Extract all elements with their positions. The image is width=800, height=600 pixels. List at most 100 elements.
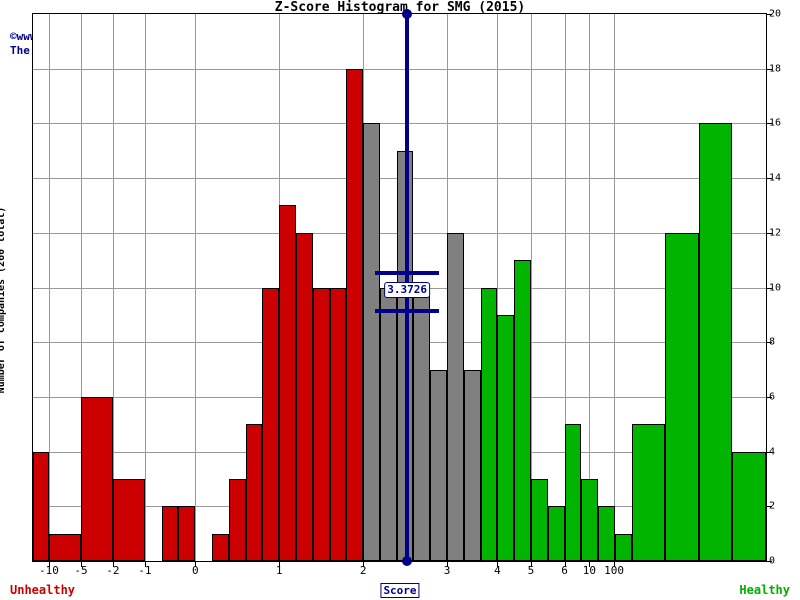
x-axis-tick-label: 100 <box>604 564 625 577</box>
histogram-bar <box>346 68 364 561</box>
y-axis-tick-label: 4 <box>769 446 776 458</box>
histogram-bar <box>33 451 49 561</box>
histogram-bar <box>732 451 766 561</box>
y-axis-tick-mark <box>767 178 772 180</box>
x-axis-tick-label: 10 <box>582 564 596 577</box>
y-axis-tick-mark <box>767 396 772 398</box>
histogram-bar <box>497 314 515 561</box>
histogram-bar <box>581 478 599 561</box>
marker-whisker-lower <box>375 309 440 314</box>
x-axis-tick-mark <box>589 562 591 567</box>
y-axis-tick-label: 8 <box>769 336 776 348</box>
healthy-label: Healthy <box>739 583 790 597</box>
histogram-bar <box>228 478 246 561</box>
histogram-bar <box>245 424 263 561</box>
x-axis-tick-label: 1 <box>275 564 283 577</box>
histogram-bar <box>463 369 481 561</box>
x-axis-tick-mark <box>279 562 281 567</box>
y-axis-tick-label: 0 <box>769 555 776 567</box>
x-axis-tick-label: -10 <box>39 564 59 577</box>
histogram-bar <box>480 287 498 561</box>
gridline-horizontal <box>33 123 766 125</box>
y-axis-tick-label: 12 <box>769 227 782 239</box>
x-axis-tick-mark <box>564 562 566 567</box>
y-axis-tick-mark <box>767 342 772 344</box>
histogram-bar <box>312 287 330 561</box>
y-axis-tick-label: 2 <box>769 500 776 512</box>
x-axis-tick-mark <box>112 562 114 567</box>
histogram-bar <box>262 287 280 561</box>
x-axis-tick-label: 6 <box>561 564 568 577</box>
y-axis-tick-label: 18 <box>769 63 782 75</box>
x-axis-tick-label: -1 <box>138 564 152 577</box>
gridline-vertical <box>564 14 566 561</box>
histogram-bar <box>178 506 196 561</box>
y-axis-label: Number of companies (260 total) <box>0 207 12 394</box>
gridline-vertical <box>195 14 197 561</box>
gridline-horizontal <box>33 68 766 70</box>
y-axis-tick-label: 14 <box>769 172 782 184</box>
x-axis-tick-mark <box>363 562 365 567</box>
histogram-bar <box>329 287 347 561</box>
x-axis-tick-mark <box>447 562 449 567</box>
y-axis-tick-mark <box>767 14 772 15</box>
x-axis-tick-label: -5 <box>74 564 88 577</box>
gridline-vertical <box>614 14 616 561</box>
x-axis-tick-label: -2 <box>106 564 120 577</box>
histogram-bar <box>530 478 548 561</box>
x-axis-tick-label: 2 <box>359 564 367 577</box>
histogram-bar <box>379 287 397 561</box>
histogram-bar <box>295 232 313 561</box>
marker-value-label: 3.3726 <box>384 282 430 299</box>
y-axis-tick-label: 10 <box>769 282 782 293</box>
x-axis-tick-mark <box>497 562 499 567</box>
y-axis-tick-mark <box>767 561 772 562</box>
histogram-bar <box>279 205 296 561</box>
y-axis-tick-label: 16 <box>769 117 782 129</box>
histogram-bar <box>614 533 632 561</box>
plot-area: 3.3726 <box>32 9 767 566</box>
x-axis-tick-mark <box>48 562 50 567</box>
histogram-bar <box>598 506 615 561</box>
unhealthy-label: Unhealthy <box>10 583 76 597</box>
histogram-bar <box>48 533 81 561</box>
page-title: Z-Score Histogram for SMG (2015) <box>274 0 526 15</box>
x-axis-tick-mark <box>530 562 532 567</box>
gridline-vertical <box>144 14 146 561</box>
y-axis-label-text: Number of companies (260 total) <box>0 206 7 394</box>
y-axis-tick-mark <box>767 123 772 125</box>
x-axis-tick-mark <box>144 562 146 567</box>
x-axis-tick-label: 5 <box>527 564 535 577</box>
x-axis-tick-label: 3 <box>443 564 451 577</box>
gridline-vertical <box>530 14 532 561</box>
histogram-bar <box>447 232 464 561</box>
histogram-bar <box>161 506 179 561</box>
x-axis-tick-mark <box>614 562 616 567</box>
histogram-bar <box>212 533 229 561</box>
histogram-bar <box>514 260 531 561</box>
histogram-bar <box>430 369 448 561</box>
gridline-vertical <box>589 14 591 561</box>
y-axis-tick-mark <box>767 287 772 289</box>
gridline-vertical <box>48 14 50 561</box>
marker-dot-bottom <box>402 556 413 566</box>
x-axis-tick-mark <box>195 562 197 567</box>
histogram-bar <box>665 232 699 561</box>
x-axis-tick-label: 0 <box>191 564 199 577</box>
gridline-vertical <box>497 14 499 561</box>
score-axis-label: Score <box>380 583 420 598</box>
y-axis-tick-mark <box>767 68 772 70</box>
y-axis-tick-label: 6 <box>769 391 776 403</box>
y-axis-tick-label: 20 <box>769 8 782 20</box>
y-axis-tick-mark <box>767 451 772 453</box>
gridline-vertical <box>80 14 82 561</box>
x-axis-tick-label: 4 <box>494 564 501 577</box>
histogram-bar <box>564 424 582 561</box>
marker-whisker-upper <box>375 271 440 276</box>
histogram-bar <box>631 424 666 561</box>
gridline-vertical <box>112 14 114 561</box>
marker-dot-top <box>402 9 413 19</box>
histogram-bar <box>413 287 431 561</box>
histogram-bar <box>112 478 145 561</box>
